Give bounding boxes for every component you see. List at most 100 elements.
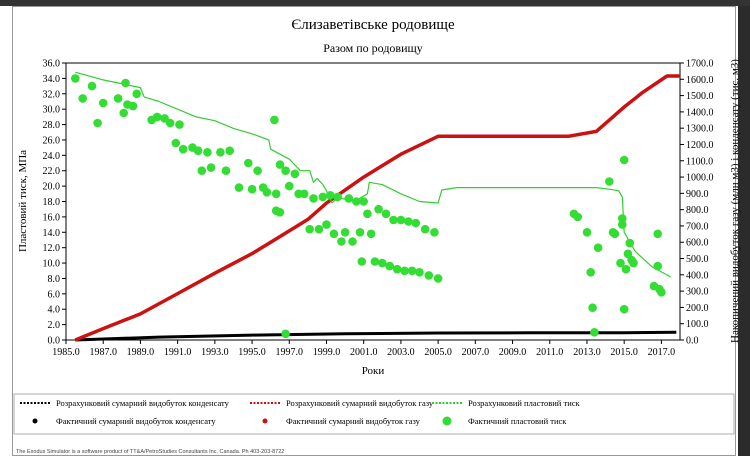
legend-entry: Розрахунковий пластовий тиск: [468, 398, 581, 408]
window-scrollbar[interactable]: [738, 6, 750, 456]
data-point: [396, 215, 406, 225]
chart-title: Єлизаветівське родовище: [291, 17, 455, 33]
data-point: [206, 163, 216, 172]
legend-marker-swatch: [262, 418, 268, 424]
x-tick-label: 2007.0: [462, 347, 490, 358]
x-tick-label: 1997.0: [276, 347, 304, 358]
data-point: [271, 189, 281, 199]
data-point: [352, 197, 361, 206]
y-left-tick-label: 2.0: [48, 320, 61, 331]
y-right-tick-label: 400.0: [686, 270, 709, 281]
data-point: [424, 271, 434, 280]
data-point: [590, 328, 599, 337]
y-left-tick-label: 34.0: [43, 74, 61, 85]
data-point: [582, 228, 592, 237]
y-left-tick-label: 14.0: [43, 228, 61, 239]
x-axis-label: Роки: [362, 365, 385, 377]
data-point: [629, 258, 638, 268]
x-tick-label: 1985.0: [52, 347, 80, 358]
data-point: [605, 177, 614, 186]
data-point: [113, 94, 123, 103]
data-point: [378, 258, 387, 268]
data-point: [348, 237, 357, 246]
legend-entry: Фактичний сумарний видобуток газу: [286, 416, 421, 426]
data-point: [275, 160, 285, 169]
plot-area: [65, 62, 681, 341]
data-point: [325, 191, 335, 200]
series-line-0: [75, 330, 677, 342]
y-left-tick-label: 30.0: [43, 105, 61, 116]
y-right-tick-label: 1600.0: [686, 75, 714, 86]
data-point: [193, 146, 203, 155]
x-tick-label: 1989.0: [127, 347, 155, 358]
y-right-tick-label: 1300.0: [686, 124, 714, 135]
data-point: [366, 229, 376, 239]
data-point: [270, 115, 279, 125]
data-point: [309, 194, 318, 203]
x-tick-label: 2005.0: [424, 347, 452, 358]
legend-marker-swatch: [442, 416, 452, 426]
legend: Розрахунковий сумарний видобуток конденс…: [20, 398, 581, 426]
data-point: [400, 266, 409, 276]
y-left-tick-label: 0.0: [48, 336, 61, 347]
x-tick-label: 2015.0: [610, 347, 638, 358]
x-tick-label: 2009.0: [499, 347, 527, 358]
y-right-tick-label: 1400.0: [686, 107, 714, 118]
data-point: [203, 148, 212, 157]
data-point: [132, 89, 141, 99]
data-point: [197, 166, 207, 175]
y-left-axis-label: Пластовий тиск, МПа: [17, 150, 29, 252]
data-point: [247, 184, 257, 194]
data-point: [318, 192, 328, 202]
data-point: [71, 74, 80, 83]
data-point: [121, 78, 130, 88]
y-left-tick-label: 16.0: [43, 212, 61, 223]
data-point: [610, 229, 620, 239]
data-point: [389, 215, 398, 225]
data-point: [355, 228, 365, 237]
data-point: [619, 155, 629, 165]
data-point: [618, 214, 627, 223]
data-point: [285, 181, 294, 191]
data-point: [171, 138, 181, 148]
y-left-tick-label: 12.0: [43, 243, 61, 254]
y-right-tick-label: 300.0: [686, 287, 709, 298]
x-axis-ticks: 1985.0 1987.0 1989.0 1991.0 1993.0 1995.0 1997…: [52, 340, 675, 358]
legend-entry: Фактичний пластовий тиск: [468, 416, 567, 426]
y-right-axis-label: Накопичений видобуток газу (млн м3) і ко…: [729, 59, 741, 343]
data-point: [381, 209, 391, 219]
data-point: [653, 229, 662, 239]
x-tick-label: 2011.0: [536, 347, 563, 358]
data-point: [433, 274, 443, 283]
data-point: [430, 228, 439, 237]
y-right-tick-label: 1200.0: [686, 140, 714, 151]
x-tick-label: 1999.0: [313, 347, 341, 358]
y-left-tick-label: 4.0: [48, 305, 61, 316]
x-tick-label: 2017.0: [648, 347, 676, 358]
y-right-axis-ticks: 0.0 100.0 200.0 300.0 400.0 500.0 600.0 700.0 80…: [680, 59, 714, 347]
data-point: [244, 158, 253, 168]
data-point: [98, 98, 108, 108]
legend-entry: Розрахунковий сумарний видобуток конденс…: [56, 398, 230, 408]
y-right-tick-label: 600.0: [686, 238, 709, 249]
data-point: [322, 220, 331, 229]
legend-marker-swatch: [32, 418, 38, 424]
series-line-2: [75, 71, 671, 278]
x-tick-label: 2003.0: [387, 347, 415, 358]
data-point: [411, 218, 421, 228]
data-point: [357, 257, 367, 266]
data-point: [262, 188, 272, 197]
x-tick-label: 1995.0: [238, 347, 266, 358]
y-left-tick-label: 20.0: [43, 182, 61, 193]
data-point: [618, 220, 627, 229]
series-layer: [71, 71, 680, 342]
data-point: [407, 266, 417, 276]
y-right-tick-label: 100.0: [686, 319, 709, 330]
x-tick-label: 1993.0: [201, 347, 229, 358]
y-left-tick-label: 24.0: [43, 151, 61, 162]
y-left-tick-label: 22.0: [43, 166, 61, 177]
data-point: [87, 81, 97, 91]
x-tick-label: 2001.0: [350, 347, 378, 358]
y-left-axis-ticks: 0.0 2.0 4.0 6.0 8.0 10.0 12.0 14.0 16.0 18.0 20.0 2…: [43, 59, 66, 347]
